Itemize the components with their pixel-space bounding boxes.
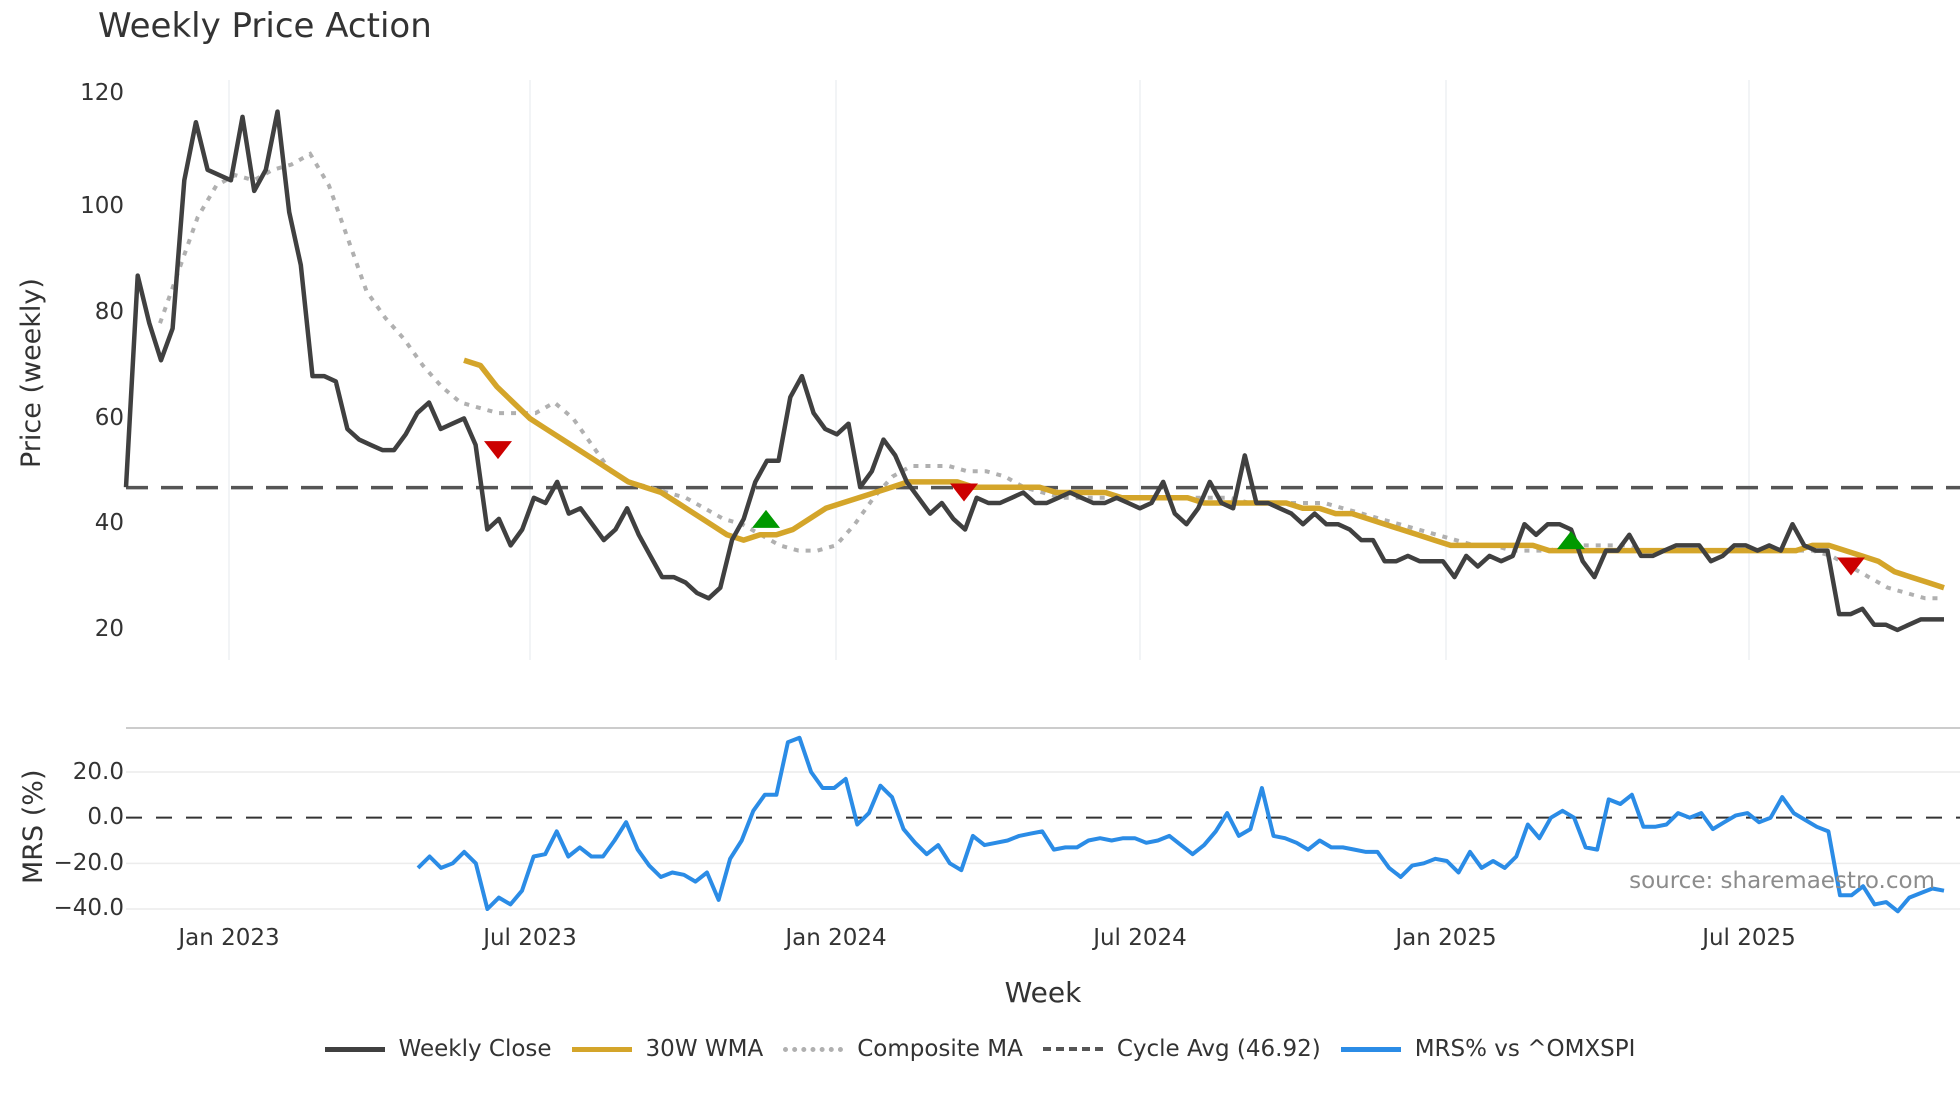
x-tick-jul-2023: Jul 2023 (483, 925, 577, 951)
sell-signal-icon (1837, 557, 1865, 576)
mrs-y-axis-label: MRS (%) (18, 769, 49, 885)
composite-ma-swatch-icon (783, 1046, 844, 1052)
cycle-avg-swatch-icon (1042, 1047, 1103, 1051)
legend-label: Composite MA (857, 1036, 1023, 1062)
mrs-tick-20: 20.0 (72, 759, 124, 785)
weekly-close-swatch-icon (324, 1046, 385, 1052)
price-tick-20: 20 (94, 616, 124, 642)
legend-label: 30W WMA (645, 1036, 764, 1062)
chart-title: Weekly Price Action (98, 6, 432, 46)
x-tick-jul-2024: Jul 2024 (1093, 925, 1187, 951)
mrs-tick-0: 0.0 (87, 804, 124, 830)
mrs-tick-neg40: −40.0 (53, 895, 124, 921)
price-panel (123, 109, 1960, 633)
mrs-panel (126, 735, 1960, 914)
sell-signal-icon (484, 441, 512, 460)
gridlines (126, 80, 1960, 910)
x-tick-jan-2023: Jan 2023 (178, 925, 280, 951)
price-y-axis-label: Price (weekly) (16, 278, 47, 468)
price-tick-40: 40 (94, 510, 124, 536)
x-axis-label: Week (1004, 976, 1082, 1009)
price-tick-100: 100 (80, 193, 124, 219)
mrs-tick-neg20: −20.0 (53, 850, 124, 876)
price-tick-120: 120 (80, 80, 124, 106)
x-tick-jan-2025: Jan 2025 (1395, 925, 1497, 951)
legend-item-30w-wma[interactable]: 30W WMA (571, 1036, 764, 1062)
mrs-swatch-icon (1340, 1046, 1401, 1052)
wma-swatch-icon (571, 1046, 632, 1052)
legend-label: MRS% vs ^OMXSPI (1414, 1036, 1636, 1062)
price-tick-80: 80 (94, 299, 124, 325)
legend-item-weekly-close[interactable]: Weekly Close (324, 1036, 552, 1062)
x-tick-jul-2025: Jul 2025 (1702, 925, 1796, 951)
legend-label: Cycle Avg (46.92) (1116, 1036, 1321, 1062)
price-tick-60: 60 (94, 405, 124, 431)
x-tick-jan-2024: Jan 2024 (785, 925, 887, 951)
buy-signal-icon (752, 509, 780, 528)
sell-signal-icon (950, 483, 978, 502)
legend-item-cycle-avg[interactable]: Cycle Avg (46.92) (1042, 1036, 1321, 1062)
legend-item-mrs[interactable]: MRS% vs ^OMXSPI (1340, 1036, 1636, 1062)
buy-signal-icon (1557, 531, 1585, 550)
legend: Weekly Close 30W WMA Composite MA Cycle … (0, 1036, 1960, 1062)
legend-item-composite-ma[interactable]: Composite MA (783, 1036, 1023, 1062)
legend-label: Weekly Close (398, 1036, 552, 1062)
source-watermark: source: sharemaestro.com (1629, 868, 1935, 894)
signal-markers (484, 441, 1865, 576)
